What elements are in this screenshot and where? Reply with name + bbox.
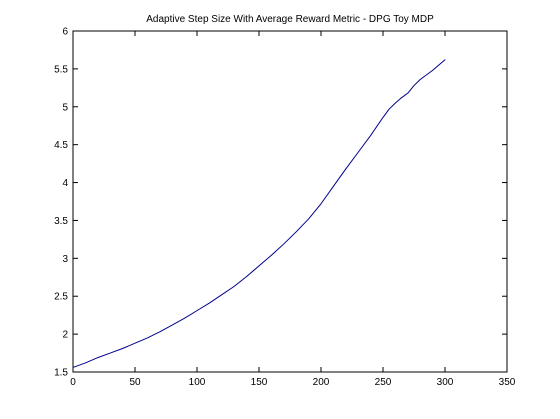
axis-ticks: 0 50 100 150 200 250 300 350 1.5 2 2.5 3 3.5 4 4.5 5 5.5… <box>54 27 516 389</box>
x-tick-label: 300 <box>437 377 454 388</box>
x-tick-label: 0 <box>70 377 76 388</box>
x-tick-label: 200 <box>313 377 330 388</box>
chart-title: Adaptive Step Size With Average Reward M… <box>146 14 434 25</box>
x-tick-label: 350 <box>499 377 516 388</box>
y-tick-label: 5.5 <box>54 64 68 75</box>
y-tick-label: 4 <box>62 178 68 189</box>
series-layer <box>72 59 446 368</box>
x-tick-label: 50 <box>129 377 141 388</box>
x-tick-label: 100 <box>189 377 206 388</box>
y-tick-label: 3 <box>62 254 68 265</box>
y-tick-label: 3.5 <box>54 216 68 227</box>
y-tick-label: 1.5 <box>54 368 68 379</box>
axes <box>72 30 508 373</box>
plot-frame <box>72 30 508 373</box>
y-tick-label: 4.5 <box>54 140 68 151</box>
x-tick-label: 150 <box>251 377 268 388</box>
y-tick-label: 6 <box>62 27 68 38</box>
x-tick-label: 250 <box>375 377 392 388</box>
y-tick-label: 2 <box>62 330 68 341</box>
y-tick-label: 2.5 <box>54 292 68 303</box>
y-tick-label: 5 <box>62 102 68 113</box>
series-line <box>72 59 446 368</box>
